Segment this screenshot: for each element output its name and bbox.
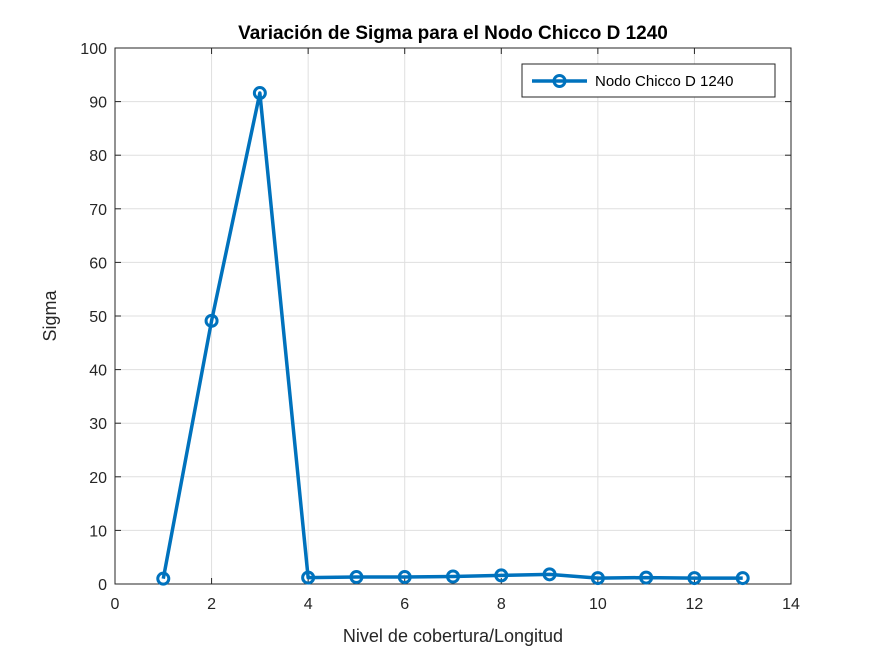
y-tick-label: 100 [80,41,107,58]
data-point [494,568,509,583]
grid [114,47,792,585]
y-tick-label: 80 [89,148,107,165]
y-tick-label: 90 [89,95,107,112]
chart-title: Variación de Sigma para el Nodo Chicco D… [238,23,668,44]
data-point [204,313,219,328]
y-axis-label: Sigma [40,290,60,342]
data-point [639,570,654,585]
data-point [590,571,605,586]
x-tick-label: 6 [400,596,409,613]
data-point [156,571,171,586]
x-tick-label: 0 [111,596,120,613]
data-point [349,570,364,585]
y-tick-label: 50 [89,309,107,326]
data-point [301,570,316,585]
x-tick-label: 10 [589,596,607,613]
legend-marker-sample [552,74,567,88]
y-tick-label: 40 [89,363,107,380]
y-tick-label: 60 [89,255,107,272]
axis-ticks: 0 2 4 6 8 10 12 14 0 10 20 30 40 50 60 70 80 90 100 [80,41,800,613]
data-point [252,86,267,101]
series-line [161,91,743,580]
data-point [446,569,460,584]
y-tick-label: 0 [98,577,107,594]
x-axis-label: Nivel de cobertura/Longitud [343,626,563,646]
x-tick-label: 14 [782,596,800,613]
y-tick-label: 20 [89,470,107,487]
y-tick-label: 30 [89,416,107,433]
data-point [542,567,557,582]
legend-entry-label: Nodo Chicco D 1240 [595,73,733,90]
y-tick-label: 10 [89,523,107,540]
x-tick-label: 4 [304,596,313,613]
data-point [397,570,412,585]
data-point [735,571,750,586]
x-tick-label: 2 [207,596,216,613]
x-tick-label: 12 [686,596,704,613]
legend: Nodo Chicco D 1240 [521,63,776,98]
series-layer [156,86,750,586]
x-tick-label: 8 [497,596,506,613]
data-point [687,571,702,586]
y-tick-label: 70 [89,202,107,219]
